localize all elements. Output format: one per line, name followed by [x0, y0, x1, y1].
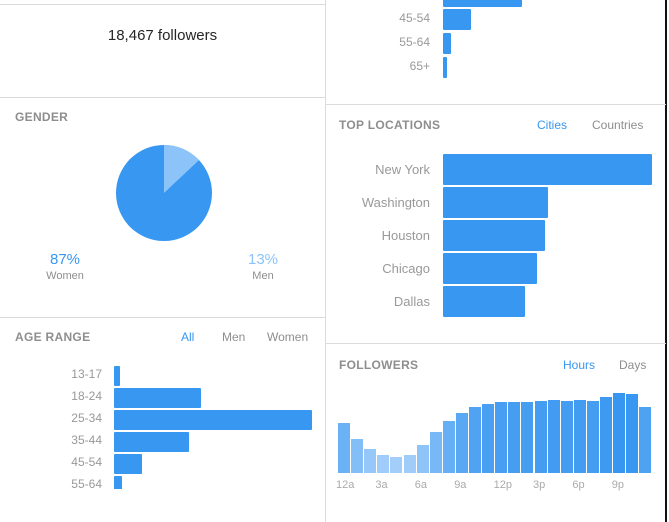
hour-tick: 6a	[414, 479, 428, 491]
age-bar	[114, 454, 142, 474]
age-label: 55-64	[71, 477, 102, 489]
followers-count: 18,467 followers	[107, 27, 218, 44]
hour-bar	[338, 423, 350, 473]
location-label: Chicago	[382, 261, 430, 276]
hour-bar	[403, 455, 416, 473]
location-label: New York	[375, 162, 430, 177]
location-label: Dallas	[393, 294, 430, 309]
hour-bar	[416, 445, 429, 473]
hour-bar	[626, 393, 639, 473]
men-pct: 13%	[247, 251, 279, 268]
age-label: 45-54	[71, 455, 102, 469]
hour-tick: 9p	[611, 479, 625, 491]
hour-bar	[390, 457, 403, 473]
age-bar	[114, 410, 312, 430]
tab-hours[interactable]: Hours	[563, 358, 596, 372]
women-pct: 87%	[49, 251, 81, 268]
men-label: Men	[252, 270, 274, 282]
hour-bar	[534, 400, 547, 473]
location-bar	[443, 154, 652, 185]
hour-bar	[586, 400, 599, 473]
age-bar	[114, 388, 202, 408]
hour-bar	[482, 403, 495, 473]
location-bar	[443, 220, 546, 251]
gender-title: GENDER	[15, 110, 69, 124]
hour-tick: 3a	[375, 479, 388, 491]
hour-bar	[508, 401, 521, 473]
tab-age-men[interactable]: Men	[222, 330, 246, 344]
age-bar	[443, 9, 471, 30]
age-label: 55-64	[399, 35, 430, 49]
hour-bar	[469, 407, 481, 473]
gender-pie	[116, 145, 212, 241]
location-bar	[443, 286, 525, 317]
hour-bar	[377, 454, 390, 473]
tab-cities[interactable]: Cities	[537, 118, 568, 132]
age-bar	[443, 33, 451, 54]
location-bar	[443, 187, 548, 218]
age-label: 65+	[409, 59, 430, 73]
hour-bar	[639, 406, 652, 473]
hour-tick: 12p	[493, 479, 512, 491]
hour-bar	[495, 402, 508, 473]
followers-title: FOLLOWERS	[339, 358, 419, 372]
age-label: 35-44	[71, 433, 102, 447]
hour-bar	[613, 393, 626, 473]
pie-slice-men	[164, 145, 199, 193]
age-range-title: AGE RANGE	[15, 330, 91, 344]
age-label: 45-54	[399, 11, 430, 25]
location-bar	[443, 253, 538, 284]
hour-tick: 6p	[572, 479, 585, 491]
age-bar	[114, 366, 120, 386]
hour-bar	[547, 400, 560, 473]
hour-bar	[600, 397, 612, 473]
age-label: 25-34	[71, 411, 102, 425]
hour-bar	[429, 432, 442, 473]
hour-bar	[521, 401, 534, 473]
tab-age-women[interactable]: Women	[267, 330, 309, 344]
hour-bar	[351, 438, 364, 473]
hour-tick: 12a	[336, 479, 355, 491]
hour-bar	[442, 421, 455, 473]
tab-age-all[interactable]: All	[181, 330, 195, 344]
age-bar	[114, 476, 122, 489]
age-bar	[114, 432, 190, 452]
hour-bar	[560, 401, 573, 473]
location-label: Houston	[381, 228, 430, 243]
age-label: 13-17	[71, 367, 102, 381]
hour-bar	[455, 413, 468, 473]
location-label: Washington	[361, 195, 430, 210]
hour-bar	[364, 448, 377, 473]
tab-days[interactable]: Days	[619, 358, 647, 372]
tab-countries[interactable]: Countries	[592, 118, 644, 132]
women-label: Women	[46, 270, 84, 282]
top-locations-title: TOP LOCATIONS	[339, 118, 441, 132]
hour-tick: 9a	[454, 479, 467, 491]
age-bar	[443, 0, 523, 7]
age-bar	[443, 57, 447, 78]
hour-bar	[573, 399, 586, 473]
age-label: 18-24	[71, 389, 102, 403]
hour-tick: 3p	[533, 479, 546, 491]
